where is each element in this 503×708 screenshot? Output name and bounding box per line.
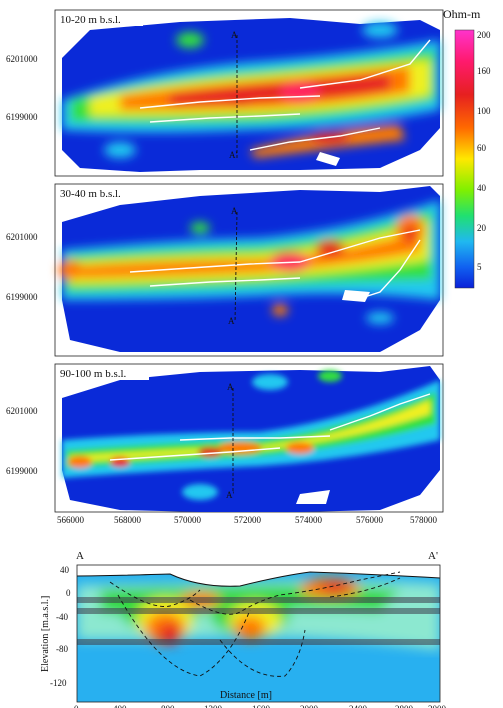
no-data-area bbox=[342, 290, 370, 302]
x-tick-label: 572000 bbox=[234, 515, 262, 525]
profile-y-tick: -80 bbox=[56, 644, 68, 654]
x-tick-label: 578000 bbox=[410, 515, 438, 525]
flow-arrow bbox=[109, 447, 281, 461]
resistivity-anomaly-1 bbox=[62, 22, 440, 158]
resistivity-anomaly-3 bbox=[62, 370, 440, 500]
flow-arrow bbox=[179, 435, 331, 441]
profile-x-label: Distance [m] bbox=[220, 690, 272, 701]
y-tick-label: 6201000 bbox=[6, 232, 38, 242]
marker-a: A bbox=[227, 382, 234, 392]
x-tick-label: 574000 bbox=[295, 515, 323, 525]
profile-x-tick: 800 bbox=[161, 704, 175, 708]
y-tick-label: 6199000 bbox=[6, 466, 38, 476]
x-tick-label: 566000 bbox=[57, 515, 85, 525]
depth-label: 30-40 m b.s.l. bbox=[60, 188, 121, 200]
profile-y-label: Elevation [m.a.s.l.] bbox=[40, 596, 51, 672]
colorbar-label: 160 bbox=[477, 66, 491, 76]
profile-end-label: A' bbox=[428, 550, 438, 562]
no-data-area bbox=[316, 152, 340, 166]
profile-start-label: A bbox=[76, 550, 84, 562]
interface-line bbox=[109, 581, 201, 607]
map-y-axis: 6201000 6199000 6201000 6199000 6201000 … bbox=[6, 54, 38, 476]
flow-arrow bbox=[139, 95, 321, 109]
colorbar: Ohm-m 200 160 100 60 40 20 5 bbox=[443, 7, 491, 289]
profile-y-tick: 0 bbox=[66, 588, 71, 598]
flow-arrow bbox=[299, 39, 431, 89]
profile-x-tick: 0 bbox=[74, 704, 79, 708]
profile-y-tick: -120 bbox=[50, 678, 67, 688]
topography-line bbox=[76, 571, 441, 587]
flow-arrow bbox=[354, 239, 421, 301]
flow-arrow bbox=[299, 229, 421, 263]
marker-a-prime: A' bbox=[228, 316, 236, 326]
depth-label-box bbox=[57, 12, 143, 26]
colorbar-label: 60 bbox=[477, 143, 487, 153]
colorbar-label: 200 bbox=[477, 30, 491, 40]
profile-x-tick: 3000 bbox=[428, 704, 447, 708]
interface-line bbox=[329, 577, 401, 598]
profile-y-tick: 40 bbox=[60, 565, 70, 575]
profile-x-tick: 1600 bbox=[252, 704, 271, 708]
profile-x-tick: 2000 bbox=[300, 704, 319, 708]
colorbar-scale bbox=[454, 29, 475, 289]
map-panel-3: A A' 90-100 m b.s.l. bbox=[54, 363, 444, 513]
marker-a-prime: A' bbox=[229, 150, 237, 160]
colorbar-label: 40 bbox=[477, 183, 487, 193]
colorbar-label: 100 bbox=[477, 106, 491, 116]
profile-frame bbox=[76, 564, 441, 703]
resistivity-anomaly-2 bbox=[58, 200, 440, 324]
map-x-axis: 566000 568000 570000 572000 574000 57600… bbox=[57, 515, 438, 525]
flow-arrow bbox=[329, 393, 431, 431]
depth-label: 10-20 m b.s.l. bbox=[60, 14, 121, 26]
interface-line bbox=[219, 629, 306, 677]
x-tick-label: 568000 bbox=[114, 515, 142, 525]
depth-label-box bbox=[57, 186, 143, 200]
flow-arrow bbox=[129, 261, 301, 273]
x-tick-label: 576000 bbox=[356, 515, 384, 525]
map-panel-2: A A' 30-40 m b.s.l. bbox=[54, 183, 444, 357]
no-data-area bbox=[296, 490, 330, 504]
interface-line bbox=[117, 594, 251, 677]
colorbar-label: 5 bbox=[477, 262, 482, 272]
map-panel-1: A A' 10-20 m b.s.l. bbox=[54, 9, 444, 177]
x-tick-label: 570000 bbox=[174, 515, 202, 525]
depth-label: 90-100 m b.s.l. bbox=[60, 368, 127, 380]
colorbar-title: Ohm-m bbox=[443, 7, 481, 21]
flow-arrow bbox=[249, 127, 381, 151]
y-tick-label: 6199000 bbox=[6, 112, 38, 122]
depth-label-box bbox=[57, 366, 149, 380]
marker-a: A bbox=[231, 206, 238, 216]
profile-y-tick: -40 bbox=[56, 612, 68, 622]
flow-arrow bbox=[149, 113, 301, 123]
flow-arrow bbox=[149, 277, 301, 287]
interface-line bbox=[189, 571, 401, 615]
y-tick-label: 6201000 bbox=[6, 406, 38, 416]
marker-a-prime: A' bbox=[226, 490, 234, 500]
colorbar-label: 20 bbox=[477, 223, 487, 233]
profile-section bbox=[77, 565, 440, 702]
profile-line bbox=[234, 211, 238, 323]
y-tick-label: 6199000 bbox=[6, 292, 38, 302]
profile-panel: A A' bbox=[40, 550, 447, 708]
profile-x-tick: 2800 bbox=[395, 704, 414, 708]
profile-x-tick: 2400 bbox=[349, 704, 368, 708]
profile-x-tick: 400 bbox=[113, 704, 127, 708]
profile-x-tick: 1200 bbox=[204, 704, 223, 708]
y-tick-label: 6201000 bbox=[6, 54, 38, 64]
marker-a: A bbox=[231, 30, 238, 40]
